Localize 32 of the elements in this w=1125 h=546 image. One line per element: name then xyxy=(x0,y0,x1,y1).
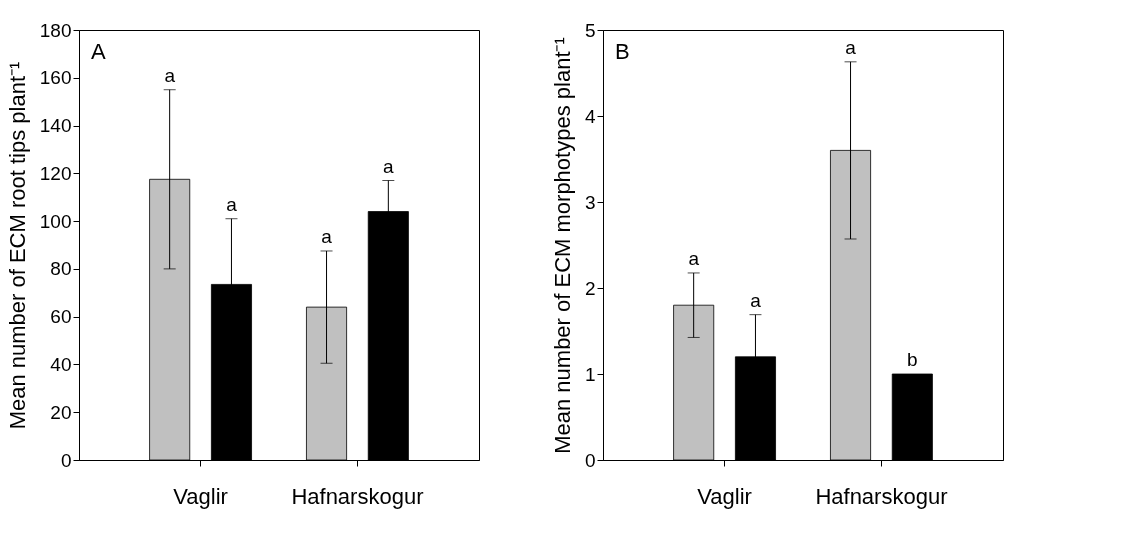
y-tick-label: 160 xyxy=(39,67,72,89)
y-tick-label: 60 xyxy=(50,306,72,328)
annotation: a xyxy=(164,64,176,86)
y-tick-label: 140 xyxy=(39,115,72,137)
y-tick-label: 0 xyxy=(60,449,72,471)
annotation: b xyxy=(907,349,918,370)
x-tick-label: Vaglir xyxy=(697,483,752,509)
annotation: a xyxy=(383,155,395,177)
annotation: a xyxy=(321,225,333,247)
annotation: a xyxy=(226,193,238,215)
x-tick-label: Hafnarskogur xyxy=(815,483,948,509)
annotation: B xyxy=(615,39,630,64)
y-tick-label: 120 xyxy=(39,162,72,184)
y-axis-title: Mean number of ECM root tips plant⁻¹ xyxy=(4,61,30,430)
annotation: A xyxy=(91,39,106,64)
x-tick-label: Vaglir xyxy=(173,483,228,509)
y-tick-label: 80 xyxy=(50,258,72,280)
y-tick-label: 0 xyxy=(584,449,596,471)
y-tick-label: 180 xyxy=(39,19,72,41)
y-tick-label: 2 xyxy=(584,277,596,299)
y-tick-label: 5 xyxy=(584,19,596,41)
y-tick-label: 1 xyxy=(584,363,596,385)
y-tick-label: 4 xyxy=(584,105,596,127)
y-tick-label: 20 xyxy=(50,401,72,423)
annotation: a xyxy=(845,36,857,58)
x-tick-label: Hafnarskogur xyxy=(291,483,424,509)
y-tick-label: 40 xyxy=(50,353,72,375)
annotation: a xyxy=(688,247,700,269)
y-axis-title: Mean number of ECM morphotypes plant⁻¹ xyxy=(549,37,575,454)
y-tick-label: 3 xyxy=(584,191,596,213)
y-tick-label: 100 xyxy=(39,210,72,232)
annotation: a xyxy=(750,289,762,311)
